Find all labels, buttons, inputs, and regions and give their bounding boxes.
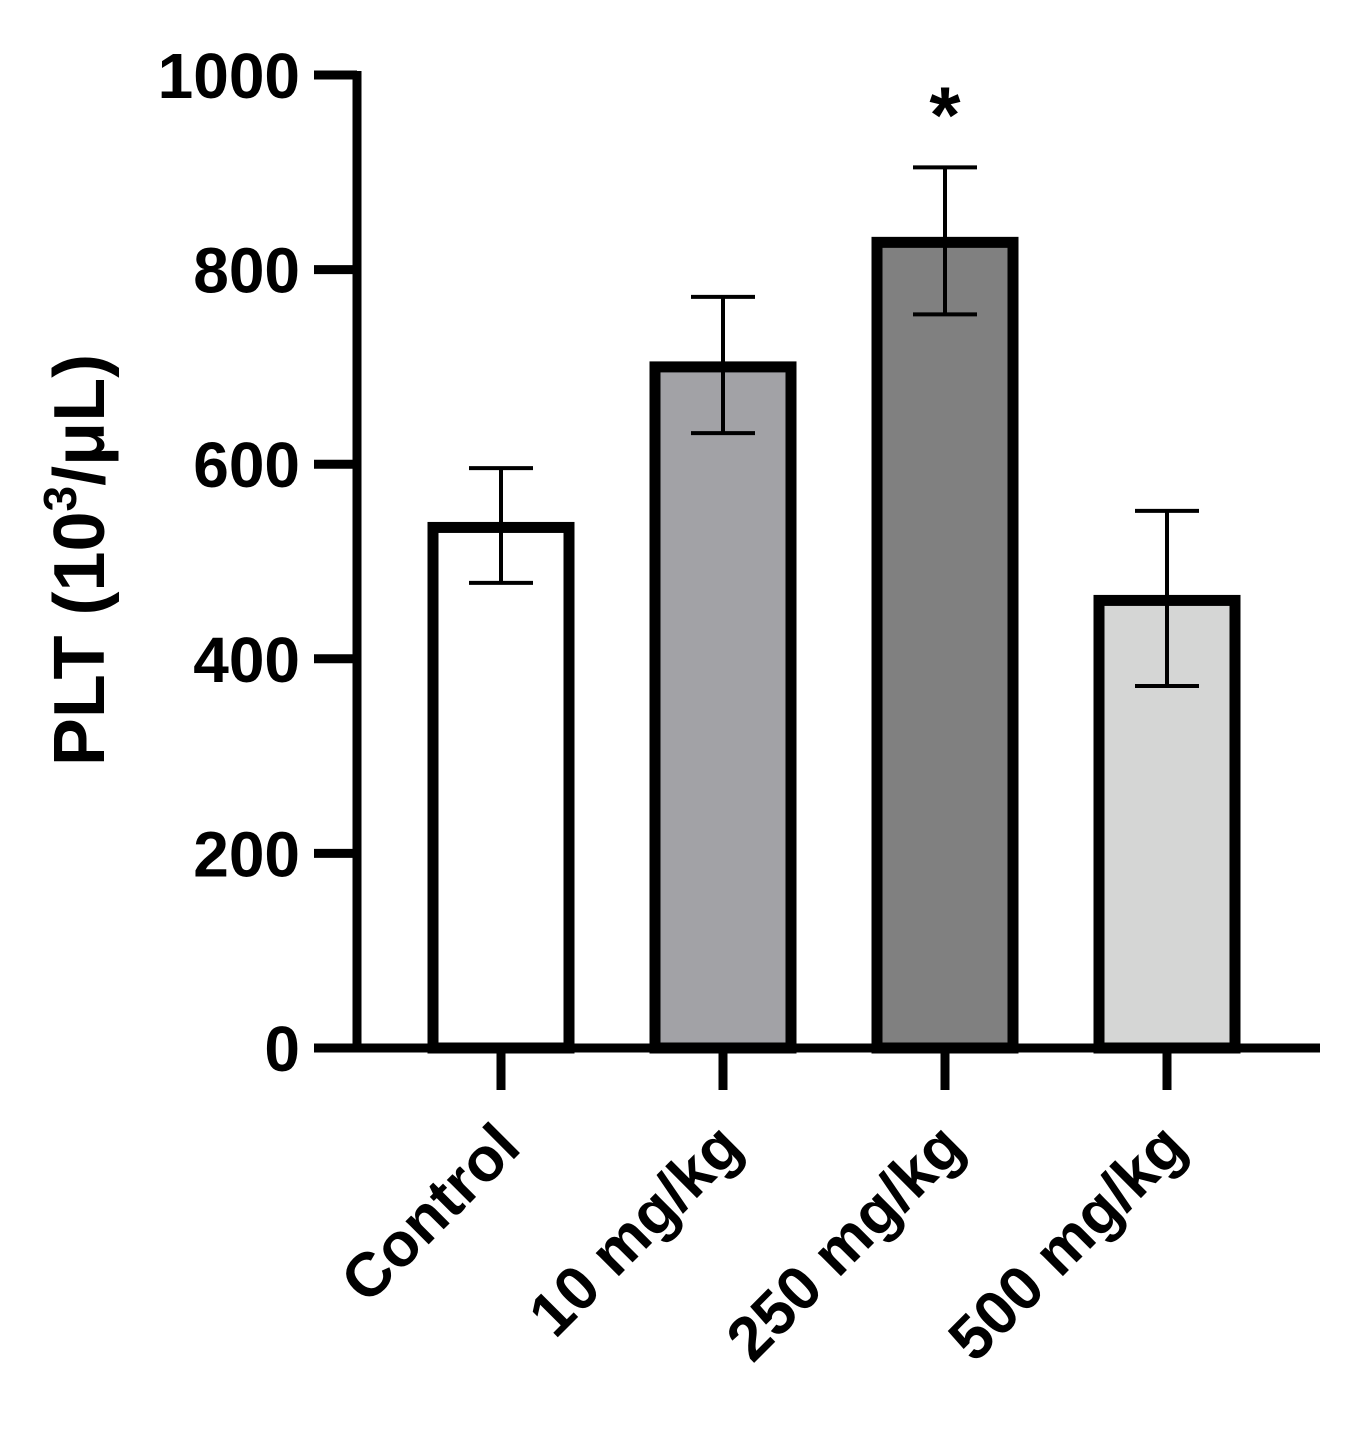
y-axis-title: PLT (103/μL) [34,354,120,766]
y-tick-label: 0 [264,1013,300,1085]
axes [314,71,1320,1053]
bar-2 [649,361,797,1054]
bars [427,236,1241,1054]
significance-markers: * [929,70,961,159]
x-tick-label: 500 mg/kg [936,1111,1199,1374]
y-tick-label: 400 [193,624,300,696]
significance-asterisk: * [929,70,961,159]
y-tick-label: 800 [193,235,300,307]
x-tick-label: Control [328,1111,533,1316]
y-axis-title-superscript: 3 [34,486,86,512]
y-tick-label: 200 [193,818,300,890]
y-tick-label: 600 [193,429,300,501]
error-bars [469,165,1199,689]
y-axis-title-main: PLT (10 [40,511,120,766]
x-tick-label: 250 mg/kg [714,1111,977,1374]
y-axis-title-rest: /μL) [40,354,120,486]
bar-3 [871,236,1019,1054]
bar-1 [427,521,575,1054]
y-tick-label: 1000 [158,40,300,112]
y-axis-ticks: 0 200 400 600 800 1000 [158,40,357,1085]
x-tick-label: 10 mg/kg [516,1111,755,1350]
